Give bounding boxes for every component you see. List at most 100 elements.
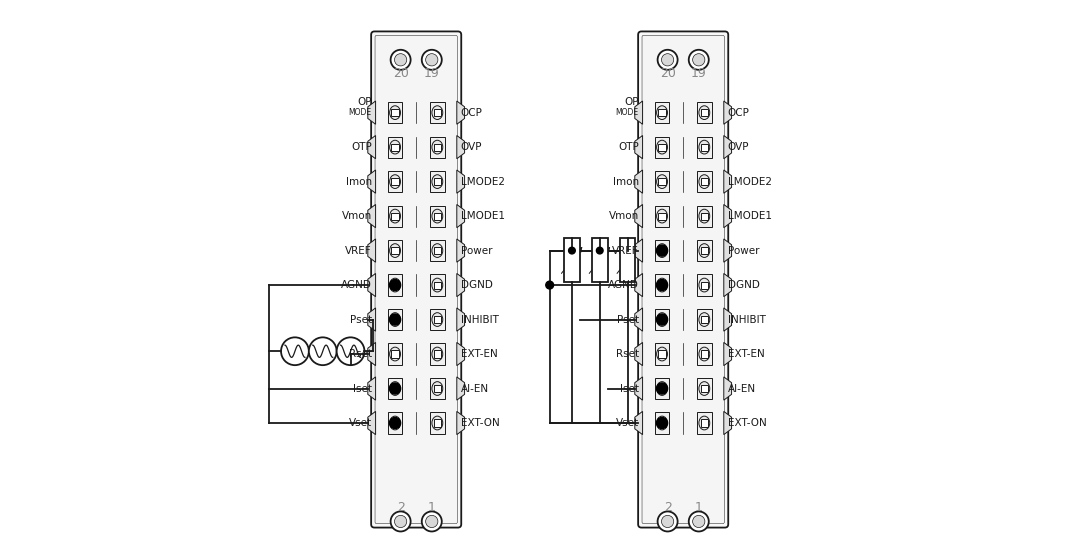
Text: LMODE2: LMODE2 bbox=[728, 177, 772, 187]
Text: 2: 2 bbox=[397, 501, 405, 514]
FancyBboxPatch shape bbox=[697, 309, 711, 330]
Ellipse shape bbox=[390, 244, 401, 258]
Polygon shape bbox=[368, 101, 375, 124]
Text: AI-EN: AI-EN bbox=[461, 383, 489, 394]
FancyBboxPatch shape bbox=[430, 136, 445, 158]
FancyBboxPatch shape bbox=[700, 350, 708, 358]
FancyBboxPatch shape bbox=[655, 343, 669, 364]
Ellipse shape bbox=[432, 209, 442, 223]
FancyBboxPatch shape bbox=[697, 343, 711, 364]
Ellipse shape bbox=[699, 278, 710, 292]
Ellipse shape bbox=[390, 312, 401, 326]
Text: 19: 19 bbox=[424, 67, 439, 80]
FancyBboxPatch shape bbox=[697, 378, 711, 399]
FancyBboxPatch shape bbox=[388, 240, 402, 261]
Text: EXT-ON: EXT-ON bbox=[728, 418, 766, 428]
Ellipse shape bbox=[657, 382, 667, 395]
FancyBboxPatch shape bbox=[659, 247, 665, 254]
FancyBboxPatch shape bbox=[434, 212, 441, 220]
FancyBboxPatch shape bbox=[697, 136, 711, 158]
FancyBboxPatch shape bbox=[391, 212, 399, 220]
Polygon shape bbox=[724, 101, 731, 124]
Ellipse shape bbox=[657, 312, 667, 326]
Polygon shape bbox=[724, 205, 731, 228]
Text: LMODE2: LMODE2 bbox=[461, 177, 504, 187]
FancyBboxPatch shape bbox=[391, 178, 399, 185]
Text: 1: 1 bbox=[695, 501, 702, 514]
Text: Pset: Pset bbox=[616, 315, 639, 325]
Ellipse shape bbox=[432, 312, 442, 326]
FancyBboxPatch shape bbox=[700, 178, 708, 185]
FancyBboxPatch shape bbox=[388, 206, 402, 226]
Ellipse shape bbox=[699, 175, 710, 188]
FancyBboxPatch shape bbox=[434, 144, 441, 151]
FancyBboxPatch shape bbox=[388, 274, 402, 296]
Polygon shape bbox=[457, 101, 465, 124]
Circle shape bbox=[693, 54, 705, 66]
FancyBboxPatch shape bbox=[700, 316, 708, 323]
Text: Imon: Imon bbox=[613, 177, 639, 187]
Polygon shape bbox=[724, 411, 731, 435]
FancyBboxPatch shape bbox=[430, 343, 445, 364]
Polygon shape bbox=[457, 343, 465, 366]
Polygon shape bbox=[634, 377, 643, 400]
FancyBboxPatch shape bbox=[434, 350, 441, 358]
Circle shape bbox=[658, 50, 678, 70]
Circle shape bbox=[689, 50, 709, 70]
Circle shape bbox=[657, 418, 667, 429]
Polygon shape bbox=[368, 239, 375, 262]
FancyBboxPatch shape bbox=[659, 385, 665, 392]
Circle shape bbox=[389, 314, 401, 325]
Text: INHIBIT: INHIBIT bbox=[728, 315, 765, 325]
FancyBboxPatch shape bbox=[430, 240, 445, 261]
Polygon shape bbox=[368, 135, 375, 159]
Text: EXT-ON: EXT-ON bbox=[461, 418, 500, 428]
Text: MODE: MODE bbox=[349, 108, 372, 117]
Ellipse shape bbox=[657, 209, 667, 223]
Polygon shape bbox=[457, 377, 465, 400]
Polygon shape bbox=[368, 377, 375, 400]
FancyBboxPatch shape bbox=[700, 212, 708, 220]
FancyBboxPatch shape bbox=[697, 171, 711, 192]
Polygon shape bbox=[634, 170, 643, 193]
FancyBboxPatch shape bbox=[700, 282, 708, 288]
Ellipse shape bbox=[432, 175, 442, 188]
Polygon shape bbox=[457, 135, 465, 159]
Circle shape bbox=[309, 337, 337, 365]
Polygon shape bbox=[724, 377, 731, 400]
Text: Rset: Rset bbox=[615, 349, 639, 359]
Polygon shape bbox=[634, 308, 643, 331]
Ellipse shape bbox=[699, 416, 710, 430]
FancyBboxPatch shape bbox=[655, 206, 669, 226]
Polygon shape bbox=[724, 308, 731, 331]
FancyBboxPatch shape bbox=[430, 378, 445, 399]
FancyBboxPatch shape bbox=[388, 171, 402, 192]
Text: Rset: Rset bbox=[349, 349, 372, 359]
Ellipse shape bbox=[657, 175, 667, 188]
Circle shape bbox=[425, 515, 438, 528]
Ellipse shape bbox=[390, 209, 401, 223]
Text: OVP: OVP bbox=[728, 142, 749, 152]
Bar bbox=[619, 238, 635, 282]
Text: AGND: AGND bbox=[341, 280, 372, 290]
Circle shape bbox=[422, 511, 441, 532]
Circle shape bbox=[394, 54, 407, 66]
Ellipse shape bbox=[390, 106, 401, 120]
Polygon shape bbox=[368, 273, 375, 297]
Ellipse shape bbox=[657, 416, 667, 430]
FancyBboxPatch shape bbox=[430, 309, 445, 330]
Polygon shape bbox=[457, 273, 465, 297]
Text: OCP: OCP bbox=[728, 108, 749, 117]
FancyBboxPatch shape bbox=[697, 274, 711, 296]
Text: DGND: DGND bbox=[461, 280, 492, 290]
Text: Imon: Imon bbox=[345, 177, 372, 187]
Ellipse shape bbox=[432, 244, 442, 258]
FancyBboxPatch shape bbox=[388, 309, 402, 330]
Polygon shape bbox=[457, 411, 465, 435]
Ellipse shape bbox=[432, 416, 442, 430]
Text: AGND: AGND bbox=[608, 280, 639, 290]
Ellipse shape bbox=[390, 416, 401, 430]
Polygon shape bbox=[724, 239, 731, 262]
Circle shape bbox=[337, 337, 365, 365]
FancyBboxPatch shape bbox=[659, 282, 665, 288]
